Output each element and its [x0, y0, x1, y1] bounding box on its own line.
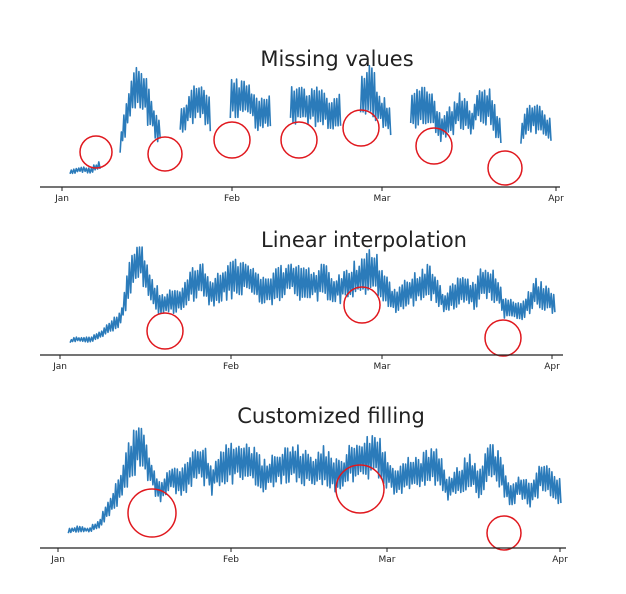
series-layer	[67, 427, 562, 534]
highlight-circle	[486, 515, 522, 551]
highlight-circle	[343, 286, 381, 324]
series-line-segment	[289, 86, 342, 130]
highlight-circle	[127, 488, 177, 538]
panel-missing-values: Missing values Jan Feb Mar Apr	[40, 47, 564, 204]
series-layer	[69, 246, 556, 344]
x-tick-label: Feb	[223, 362, 239, 372]
highlight-circle	[342, 109, 380, 147]
highlight-circle	[147, 136, 183, 172]
x-tick-label: Feb	[223, 555, 239, 565]
series-line-segment	[359, 64, 392, 136]
x-tick-label: Mar	[379, 555, 396, 565]
x-tick-label: Mar	[374, 362, 391, 372]
highlight-layer	[79, 109, 523, 186]
x-axis-ticks: Jan Feb Mar Apr	[50, 548, 568, 565]
series-line-segment	[67, 427, 562, 534]
x-tick-label: Jan	[54, 194, 69, 204]
highlight-circle	[487, 150, 523, 186]
series-line-segment	[409, 86, 502, 144]
highlight-circle	[213, 121, 251, 159]
series-line-segment	[179, 85, 212, 133]
x-axis-ticks: Jan Feb Mar Apr	[52, 355, 560, 372]
series-layer	[69, 64, 552, 175]
panel-linear-interpolation: Linear interpolation Jan Feb Mar Apr	[40, 228, 563, 372]
x-tick-label: Jan	[50, 555, 65, 565]
panel-customized-filling: Customized filling Jan Feb Mar Apr	[40, 404, 568, 565]
highlight-circle	[484, 319, 522, 357]
highlight-circle	[335, 464, 385, 514]
x-tick-label: Apr	[548, 194, 564, 204]
panel-title: Customized filling	[237, 404, 425, 428]
highlight-layer	[146, 286, 522, 357]
panel-title: Linear interpolation	[261, 228, 467, 252]
highlight-circle	[415, 127, 453, 165]
series-line-segment	[119, 66, 161, 153]
x-tick-label: Apr	[544, 362, 560, 372]
series-line-segment	[229, 78, 272, 132]
highlight-circle	[280, 121, 318, 159]
x-tick-label: Apr	[552, 555, 568, 565]
series-line-segment	[520, 104, 552, 144]
highlight-circle	[146, 312, 184, 350]
series-line-segment	[69, 246, 556, 344]
x-tick-label: Jan	[52, 362, 67, 372]
panel-title: Missing values	[260, 47, 413, 71]
x-tick-label: Feb	[224, 194, 240, 204]
x-tick-label: Mar	[374, 194, 391, 204]
highlight-circle	[79, 135, 113, 169]
series-line-segment	[69, 161, 101, 175]
x-axis-ticks: Jan Feb Mar Apr	[54, 187, 564, 204]
highlight-layer	[127, 464, 522, 551]
